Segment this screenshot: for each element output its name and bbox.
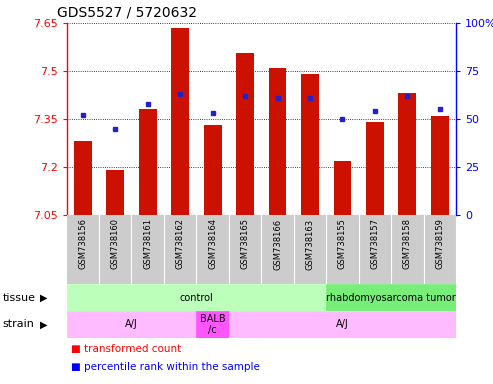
Bar [366, 122, 384, 215]
Text: ▶: ▶ [40, 293, 48, 303]
Text: GSM738164: GSM738164 [208, 218, 217, 270]
Bar [391, 215, 423, 284]
Text: GSM738161: GSM738161 [143, 218, 152, 270]
Text: GSM738158: GSM738158 [403, 218, 412, 270]
Bar [204, 126, 221, 215]
Text: GSM738163: GSM738163 [306, 218, 315, 270]
Bar [326, 215, 358, 284]
Text: GSM738160: GSM738160 [111, 218, 120, 270]
Text: GSM738162: GSM738162 [176, 218, 185, 270]
Bar [196, 311, 229, 338]
Text: A/J: A/J [336, 319, 349, 329]
Bar [326, 284, 456, 311]
Bar [132, 215, 164, 284]
Text: ▶: ▶ [40, 319, 48, 329]
Text: ■ percentile rank within the sample: ■ percentile rank within the sample [71, 362, 260, 372]
Text: GSM738155: GSM738155 [338, 218, 347, 269]
Text: BALB
/c: BALB /c [200, 314, 225, 335]
Text: ■ transformed count: ■ transformed count [71, 344, 182, 354]
Bar [196, 215, 229, 284]
Bar [229, 311, 456, 338]
Bar [423, 215, 456, 284]
Bar [333, 161, 352, 215]
Text: strain: strain [2, 319, 35, 329]
Bar [67, 215, 99, 284]
Bar [67, 311, 196, 338]
Text: GDS5527 / 5720632: GDS5527 / 5720632 [57, 5, 197, 19]
Text: GSM738165: GSM738165 [241, 218, 249, 270]
Bar [99, 215, 132, 284]
Bar [431, 116, 449, 215]
Bar [294, 215, 326, 284]
Bar [358, 215, 391, 284]
Bar [106, 170, 124, 215]
Bar [67, 284, 326, 311]
Bar [74, 141, 92, 215]
Bar [261, 215, 294, 284]
Text: A/J: A/J [125, 319, 138, 329]
Bar [398, 93, 416, 215]
Bar [229, 215, 261, 284]
Text: tissue: tissue [2, 293, 35, 303]
Text: control: control [179, 293, 213, 303]
Bar [164, 215, 196, 284]
Bar [236, 53, 254, 215]
Text: GSM738157: GSM738157 [370, 218, 380, 270]
Bar [139, 109, 157, 215]
Text: GSM738159: GSM738159 [435, 218, 444, 269]
Bar [171, 28, 189, 215]
Text: rhabdomyosarcoma tumor: rhabdomyosarcoma tumor [326, 293, 456, 303]
Bar [269, 68, 286, 215]
Bar [301, 74, 319, 215]
Text: GSM738156: GSM738156 [78, 218, 87, 270]
Text: GSM738166: GSM738166 [273, 218, 282, 270]
